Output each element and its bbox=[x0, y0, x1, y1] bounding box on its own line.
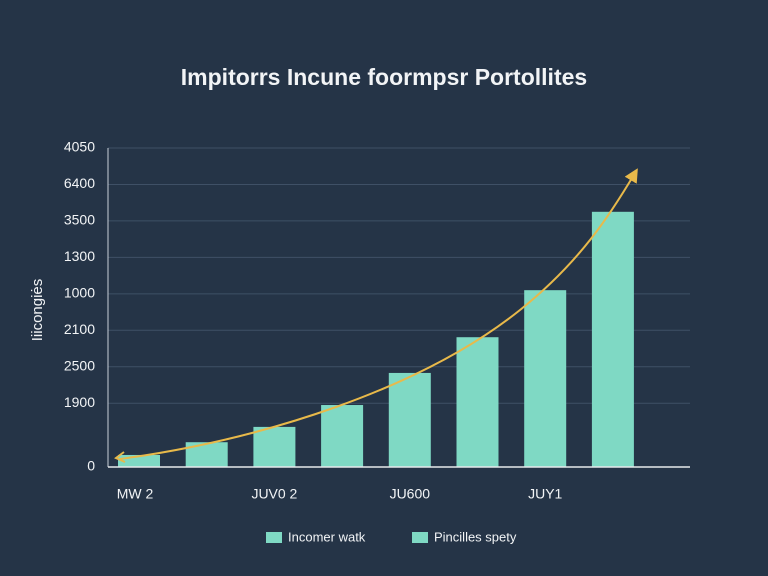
chart-title: Impitorrs Incune foormpsr Portollites bbox=[181, 64, 587, 90]
trend-arrow bbox=[119, 168, 638, 460]
legend-label: Pincilles spety bbox=[434, 529, 517, 544]
x-tick-label: MW 2 bbox=[117, 486, 154, 502]
legend-swatch bbox=[266, 532, 282, 543]
bar bbox=[388, 372, 431, 467]
y-tick-label: 1300 bbox=[64, 248, 95, 264]
y-tick-label: 3500 bbox=[64, 212, 95, 228]
bar bbox=[253, 426, 296, 467]
x-tick-label: JU600 bbox=[390, 486, 431, 502]
x-tick-label: JUV0 2 bbox=[251, 486, 297, 502]
trend-arrow-tail bbox=[114, 451, 126, 463]
legend: Incomer watk Pincilles spety bbox=[266, 529, 517, 544]
bar bbox=[591, 211, 634, 467]
y-tick-label: 2500 bbox=[64, 357, 95, 373]
y-tick-label: 1000 bbox=[64, 285, 95, 301]
y-tick-label: 2100 bbox=[64, 321, 95, 337]
x-tick-label: JUY1 bbox=[528, 486, 562, 502]
y-axis-label: Iiicongiės bbox=[29, 279, 46, 342]
y-tick-label: 1900 bbox=[64, 394, 95, 410]
bar bbox=[456, 337, 499, 467]
legend-label: Incomer watk bbox=[288, 529, 366, 544]
bars: MW 2 JUV0 2 JU600 JUY1 bbox=[117, 211, 634, 502]
y-tick-label: 4050 bbox=[64, 139, 95, 155]
grid: 0 1900 2500 2100 1000 1300 3500 6400 4050 bbox=[64, 139, 690, 474]
bar bbox=[321, 405, 364, 467]
y-tick-label: 6400 bbox=[64, 175, 95, 191]
y-tick-label: 0 bbox=[87, 458, 95, 474]
legend-swatch bbox=[412, 532, 428, 543]
bar bbox=[524, 290, 567, 467]
